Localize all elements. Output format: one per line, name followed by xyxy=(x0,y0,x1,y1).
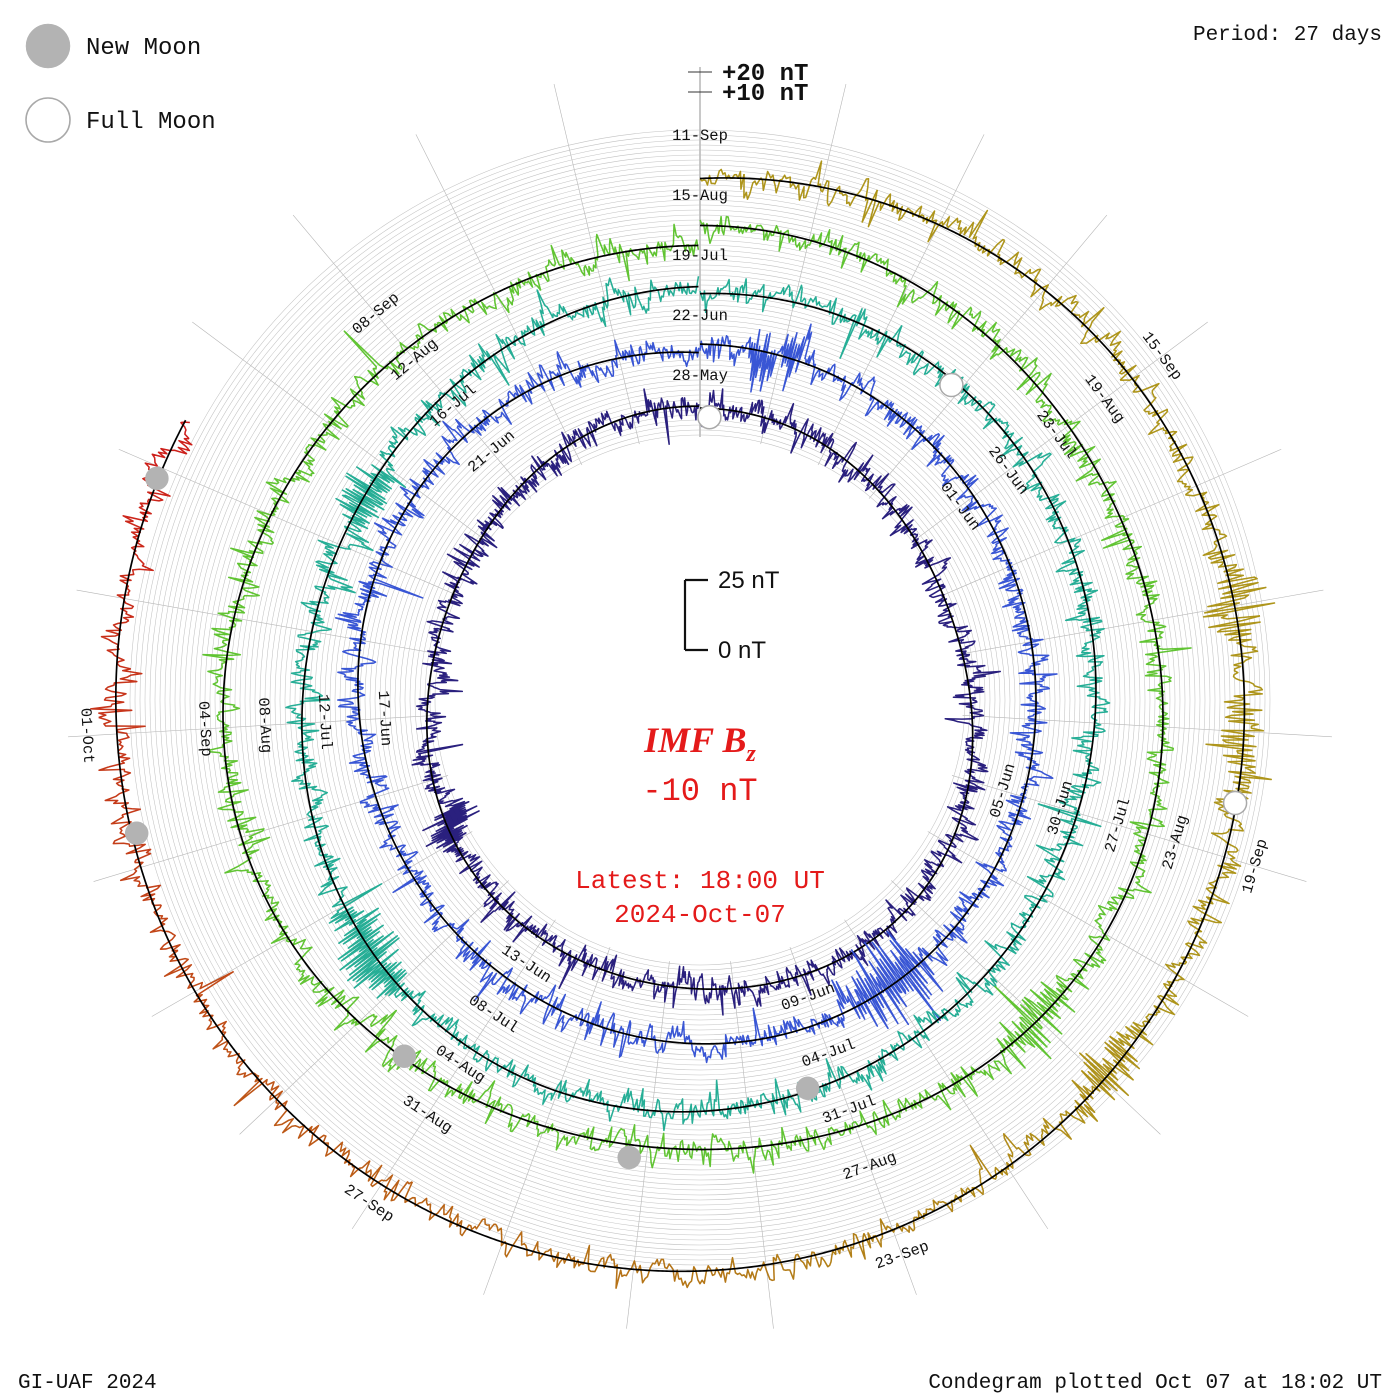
svg-text:IMF Bz: IMF Bz xyxy=(643,720,756,767)
svg-text:New Moon: New Moon xyxy=(86,35,201,62)
svg-text:19-Jul: 19-Jul xyxy=(672,247,728,265)
svg-text:28-May: 28-May xyxy=(672,367,728,385)
svg-text:+10 nT: +10 nT xyxy=(722,81,808,108)
svg-text:11-Sep: 11-Sep xyxy=(672,127,728,145)
svg-text:2024-Oct-07: 2024-Oct-07 xyxy=(614,900,786,930)
svg-text:Condegram plotted Oct 07 at 18: Condegram plotted Oct 07 at 18:02 UT xyxy=(928,1372,1382,1395)
svg-text:15-Aug: 15-Aug xyxy=(672,187,728,205)
svg-text:-10 nT: -10 nT xyxy=(642,773,757,810)
svg-text:GI-UAF 2024: GI-UAF 2024 xyxy=(18,1372,157,1395)
svg-text:Latest: 18:00 UT: Latest: 18:00 UT xyxy=(575,866,825,896)
svg-text:25 nT: 25 nT xyxy=(718,567,780,594)
svg-text:04-Sep: 04-Sep xyxy=(194,700,215,757)
svg-text:01-Oct: 01-Oct xyxy=(76,707,97,764)
svg-text:08-Aug: 08-Aug xyxy=(254,697,275,754)
svg-text:12-Jul: 12-Jul xyxy=(314,693,335,750)
svg-text:Full Moon: Full Moon xyxy=(86,109,216,136)
svg-text:22-Jun: 22-Jun xyxy=(672,307,728,325)
svg-text:17-Jun: 17-Jun xyxy=(374,690,395,747)
svg-text:Period: 27 days: Period: 27 days xyxy=(1193,24,1382,47)
svg-text:0 nT: 0 nT xyxy=(718,637,766,664)
